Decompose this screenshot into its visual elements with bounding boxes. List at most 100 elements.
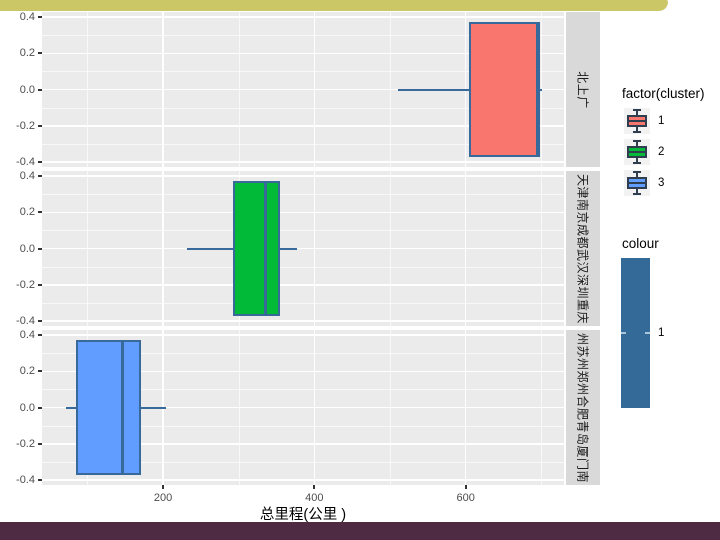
y-tick-mark — [38, 124, 42, 127]
y-tick-mark — [38, 52, 42, 55]
legend-item-label: 2 — [658, 146, 665, 158]
gridline-minor-horizontal — [42, 194, 564, 196]
key-whisker-cap-bottom — [633, 162, 641, 164]
key-median-line — [628, 151, 646, 153]
boxplot-key-icon — [624, 170, 650, 196]
boxplot-median-line — [263, 181, 267, 316]
boxplot-key-icon — [624, 139, 650, 165]
legend-item-cluster-2: 2 — [624, 139, 664, 165]
legend-colour-title: colour — [622, 236, 659, 251]
y-axis-tick-label: 0.0 — [19, 242, 35, 255]
colorbar-tick-right-icon — [645, 332, 650, 334]
x-axis-tick-label: 400 — [305, 492, 324, 504]
y-axis-tick-label: 0.2 — [19, 365, 35, 378]
gridline-minor-horizontal — [42, 107, 564, 109]
x-axis-title: 总里程(公里 ) — [259, 507, 347, 523]
y-axis-tick-label: -0.2 — [16, 278, 35, 291]
legend-item-label: 3 — [658, 177, 665, 189]
y-axis-tick-label: -0.4 — [16, 474, 35, 486]
legend-item-label: 1 — [658, 115, 665, 127]
x-axis-tick-label: 600 — [456, 492, 475, 504]
boxplot-key-icon — [624, 108, 650, 134]
colorbar-tick-left-icon — [621, 332, 626, 334]
boxplot-median-line — [120, 340, 124, 475]
gridline-major-horizontal — [42, 334, 564, 336]
y-tick-mark — [38, 320, 42, 322]
gridline-major-horizontal — [42, 479, 564, 481]
top-accent-bar — [0, 0, 668, 11]
colorbar-tick-label: 1 — [658, 327, 665, 339]
gridline-major-horizontal — [42, 211, 564, 213]
facet-strip-label: 州苏州郑州合肥青岛厦门南 — [575, 332, 590, 483]
y-tick-mark — [38, 283, 42, 286]
gridline-major-horizontal — [42, 406, 564, 409]
gridline-minor-horizontal — [42, 266, 564, 268]
gridline-minor-horizontal — [42, 35, 564, 37]
y-tick-mark — [38, 334, 42, 336]
legend-item-cluster-3: 3 — [624, 170, 664, 196]
x-tick-mark — [313, 485, 316, 489]
facet-strip: 天津南京成都武汉深圳重庆 — [566, 171, 600, 326]
gridline-minor-horizontal — [42, 230, 564, 232]
gridline-major-horizontal — [42, 247, 564, 250]
gridline-minor-horizontal — [42, 71, 564, 73]
y-axis-tick-label: 0.4 — [19, 170, 35, 182]
gridline-major-horizontal — [42, 52, 564, 54]
y-tick-mark — [38, 479, 42, 481]
gridline-minor-horizontal — [42, 461, 564, 463]
boxplot-box — [468, 21, 540, 158]
gridline-major-horizontal — [42, 125, 564, 127]
boxplot-box — [233, 180, 280, 317]
legend-item-cluster-1: 1 — [624, 108, 664, 134]
x-tick-mark — [464, 485, 467, 489]
y-axis-tick-label: -0.4 — [16, 315, 35, 327]
y-axis-tick-label: 0.4 — [19, 11, 35, 23]
gridline-minor-horizontal — [42, 425, 564, 427]
facet-strip-label: 北上广 — [575, 70, 590, 109]
y-axis-tick-label: -0.4 — [16, 156, 35, 168]
key-median-line — [628, 182, 646, 184]
y-tick-mark — [38, 247, 42, 250]
facet-strip-label: 天津南京成都武汉深圳重庆 — [575, 173, 590, 324]
y-axis-tick-label: 0.0 — [19, 83, 35, 96]
x-axis-tick-label: 200 — [153, 492, 173, 504]
bottom-accent-bar — [0, 522, 720, 540]
gridline-major-horizontal — [42, 284, 564, 286]
y-axis-tick-label: -0.2 — [16, 119, 35, 132]
key-median-line — [628, 120, 646, 122]
y-tick-mark — [38, 370, 42, 373]
y-tick-mark — [38, 406, 42, 409]
y-axis-tick-label: 0.0 — [19, 401, 35, 414]
y-tick-mark — [38, 161, 42, 163]
gridline-major-horizontal — [42, 175, 564, 177]
gridline-minor-horizontal — [42, 143, 564, 145]
y-axis-tick-label: 0.2 — [19, 206, 35, 219]
facet-strip: 州苏州郑州合肥青岛厦门南 — [566, 330, 600, 485]
x-tick-mark — [162, 485, 165, 489]
gridline-major-horizontal — [42, 443, 564, 445]
gridline-major-horizontal — [42, 88, 564, 91]
y-tick-mark — [38, 211, 42, 214]
gridline-major-horizontal — [42, 320, 564, 322]
facet-strip: 北上广 — [566, 12, 600, 167]
gridline-major-horizontal — [42, 16, 564, 18]
gridline-minor-horizontal — [42, 353, 564, 355]
y-axis-tick-label: 0.2 — [19, 47, 35, 60]
y-tick-mark — [38, 16, 42, 18]
y-tick-mark — [38, 175, 42, 177]
key-whisker-cap-bottom — [633, 193, 641, 195]
gridline-major-horizontal — [42, 370, 564, 372]
y-tick-mark — [38, 88, 42, 91]
key-whisker-cap-bottom — [633, 131, 641, 133]
legend-cluster-title: factor(cluster) — [622, 86, 705, 101]
colorbar — [621, 258, 650, 408]
gridline-minor-horizontal — [42, 389, 564, 391]
y-axis-tick-label: -0.2 — [16, 437, 35, 450]
boxplot-box — [76, 339, 142, 476]
y-tick-mark — [38, 442, 42, 445]
legend-cluster-keys: 1 2 3 — [624, 108, 664, 201]
boxplot-median-line — [536, 22, 540, 157]
gridline-major-horizontal — [42, 161, 564, 163]
